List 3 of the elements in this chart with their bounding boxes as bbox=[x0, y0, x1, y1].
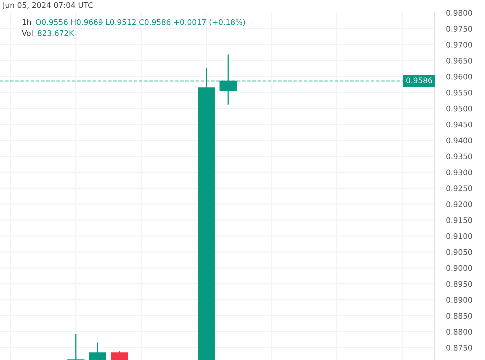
candlestick bbox=[89, 342, 106, 360]
candlestick bbox=[220, 54, 237, 106]
candlestick bbox=[68, 334, 85, 360]
